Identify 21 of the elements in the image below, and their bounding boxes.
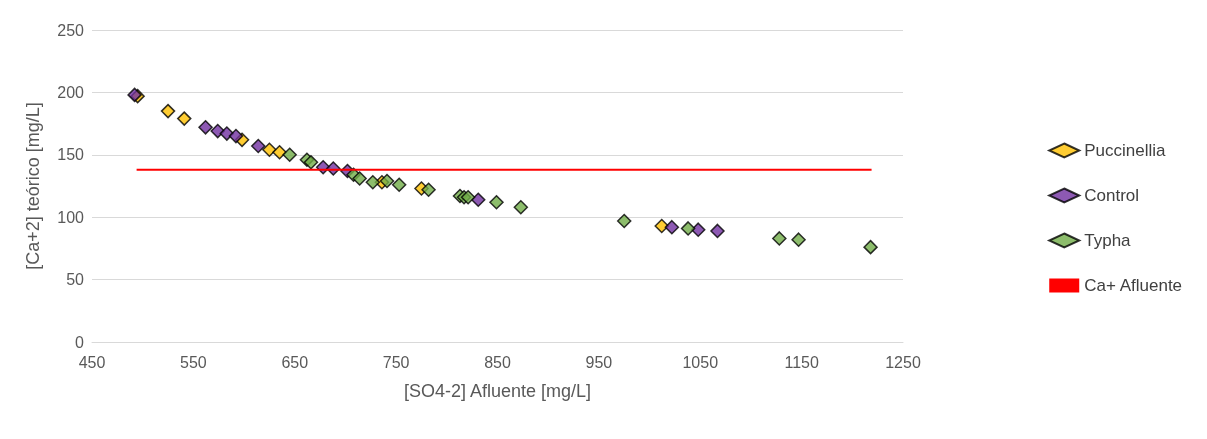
legend-label: Control [1084,186,1140,205]
legend-label: Typha [1084,231,1132,250]
x-tick-label: 650 [281,353,309,371]
x-tick-label: 850 [484,353,511,371]
x-tick-label: 1050 [682,353,719,371]
x-tick-label: 950 [585,353,613,371]
legend-label: Puccinellia [1084,141,1167,160]
y-tick-label: 100 [57,208,85,226]
y-tick-label: 0 [75,333,85,351]
x-tick-label: 1250 [885,353,921,371]
x-tick-label: 750 [382,353,410,371]
x-tick-label: 1150 [784,353,819,371]
y-axis-title: [Ca+2] teórico [mg/L] [23,102,43,270]
y-tick-label: 200 [57,83,85,101]
x-tick-label: 550 [180,353,207,371]
y-tick-label: 50 [66,271,85,289]
x-tick-label: 450 [78,353,106,371]
y-tick-label: 250 [57,21,85,39]
y-tick-label: 150 [57,146,85,164]
x-axis-title: [SO4-2] Afluente [mg/L] [403,381,592,401]
legend-label: Ca+ Afluente [1084,276,1183,295]
